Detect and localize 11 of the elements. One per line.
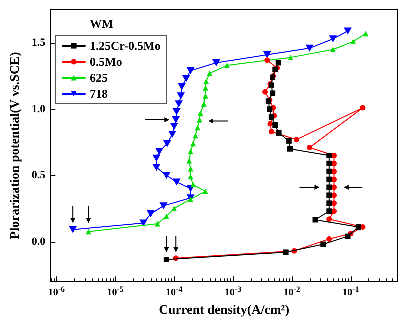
y-tick-label: 0.0 (32, 236, 46, 248)
y-tick-label: 0.5 (32, 170, 46, 182)
annotation: WM (90, 17, 114, 31)
legend-label: 1.25Cr-0.5Mo (90, 39, 161, 53)
x-axis-title: Current density(A/cm²) (159, 302, 290, 317)
legend-label: 625 (90, 71, 108, 85)
y-tick-label: 1.0 (32, 103, 46, 116)
y-axis-title: Plorarization potential(V vs.SCE) (7, 52, 22, 240)
legend-label: 718 (90, 87, 108, 101)
y-tick-label: 1.5 (32, 37, 46, 50)
legend-label: 0.5Mo (90, 55, 122, 69)
